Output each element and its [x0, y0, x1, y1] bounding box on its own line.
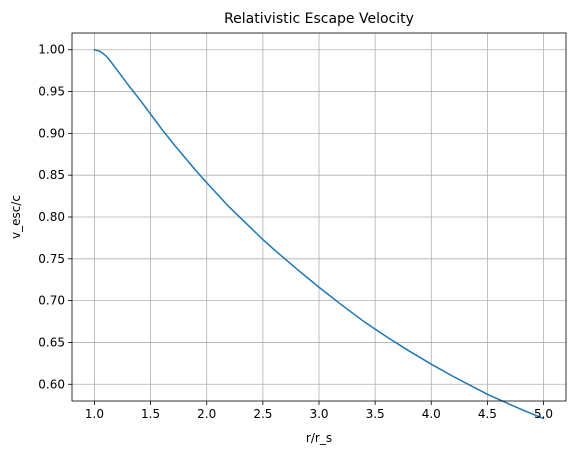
y-tick-label: 0.65 [38, 335, 65, 349]
x-axis-label: r/r_s [306, 431, 332, 445]
x-tick-label: 4.0 [422, 407, 441, 421]
x-tick-label: 2.5 [253, 407, 272, 421]
x-tick-label: 1.0 [85, 407, 104, 421]
ticks: 1.0 1.5 2.0 2.5 3.0 3.5 4.0 4.5 5.0 0.60 0.65 0.70 0… [38, 43, 553, 421]
y-tick-label: 0.60 [38, 377, 65, 391]
series-line [93, 48, 545, 420]
y-tick-label: 0.85 [38, 168, 65, 182]
grid [72, 33, 566, 401]
y-tick-label: 0.90 [38, 126, 65, 140]
y-tick-label: 0.75 [38, 252, 65, 266]
x-tick-label: 1.5 [141, 407, 160, 421]
y-tick-label: 1.00 [38, 43, 65, 57]
x-tick-label: 3.5 [366, 407, 385, 421]
x-tick-label: 4.5 [478, 407, 497, 421]
x-tick-label: 5.0 [534, 407, 553, 421]
series-layer [93, 48, 545, 420]
x-tick-label: 2.0 [197, 407, 216, 421]
y-axis-label: v_esc/c [9, 195, 23, 239]
y-tick-label: 0.95 [38, 85, 65, 99]
y-tick-label: 0.70 [38, 294, 65, 308]
chart-title: Relativistic Escape Velocity [224, 11, 414, 27]
x-tick-label: 3.0 [309, 407, 328, 421]
y-tick-label: 0.80 [38, 210, 65, 224]
